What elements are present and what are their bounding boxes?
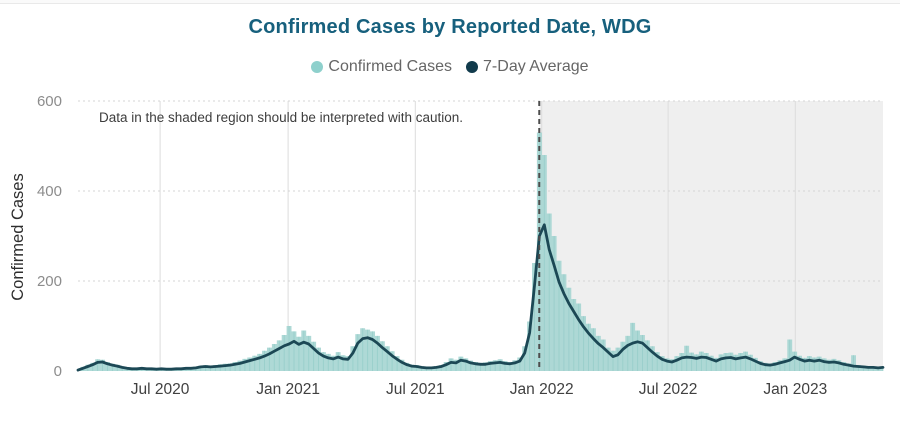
- legend-item-7-day-average[interactable]: 7-Day Average: [466, 58, 589, 76]
- top-hairline: [0, 0, 900, 4]
- chart-title: Confirmed Cases by Reported Date, WDG: [248, 16, 652, 38]
- x-tick-label: Jan 2021: [256, 381, 320, 398]
- y-tick-label: 0: [54, 363, 62, 380]
- y-tick-label: 600: [37, 93, 62, 110]
- legend: Confirmed Cases 7-Day Average: [0, 58, 900, 76]
- y-axis-title: Confirmed Cases: [9, 173, 27, 301]
- y-tick-label: 200: [37, 273, 62, 290]
- x-tick-label: Jul 2020: [131, 381, 190, 398]
- confirmed-cases-swatch-icon: [311, 61, 324, 73]
- x-tick-label: Jan 2022: [510, 381, 574, 398]
- legend-item-confirmed-cases[interactable]: Confirmed Cases: [311, 58, 452, 76]
- x-tick-label: Jul 2021: [386, 381, 445, 398]
- x-tick-label: Jul 2022: [639, 381, 698, 398]
- caution-annotation: Data in the shaded region should be inte…: [99, 110, 463, 125]
- x-tick-label: Jan 2023: [763, 381, 827, 398]
- seven-day-average-swatch-icon: [466, 61, 479, 73]
- seven-day-average-line: [76, 223, 885, 372]
- y-tick-label: 400: [37, 183, 62, 200]
- legend-label: 7-Day Average: [483, 58, 589, 75]
- legend-label: Confirmed Cases: [328, 58, 453, 75]
- caution-shaded-region: [539, 101, 883, 371]
